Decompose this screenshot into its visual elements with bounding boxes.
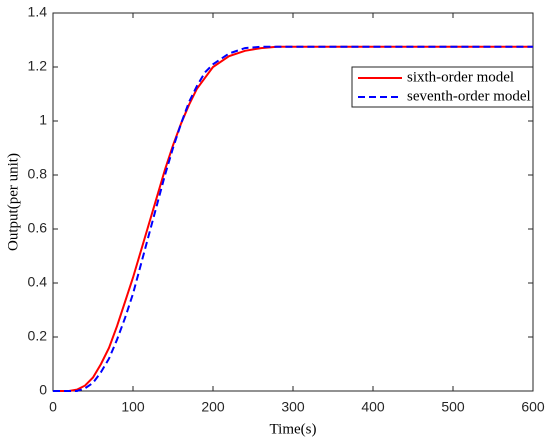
legend-box <box>351 66 534 108</box>
y-tick-label: 0.6 <box>28 220 48 236</box>
legend-label: sixth-order model <box>407 69 514 85</box>
legend-label: seventh-order model <box>407 88 531 104</box>
y-tick-label: 0 <box>39 382 47 398</box>
x-axis-label: Time(s) <box>270 421 317 437</box>
y-tick-label: 1 <box>39 112 47 128</box>
y-tick-label: 0.2 <box>28 328 48 344</box>
y-tick-label: 0.4 <box>28 274 48 290</box>
line-series <box>53 45 533 392</box>
y-axis-label: Output(per unit) <box>5 153 21 251</box>
x-tick-label: 200 <box>201 399 225 415</box>
x-tick-label: 600 <box>521 399 545 415</box>
x-tick-label: 500 <box>441 399 465 415</box>
x-tick-label: 400 <box>361 399 385 415</box>
y-tick-label: 1.2 <box>28 58 48 74</box>
y-tick-label: 1.4 <box>28 4 48 20</box>
y-tick-label: 0.8 <box>28 166 48 182</box>
x-tick-label: 0 <box>49 399 57 415</box>
x-tick-label: 100 <box>121 399 145 415</box>
x-tick-label: 300 <box>281 399 305 415</box>
